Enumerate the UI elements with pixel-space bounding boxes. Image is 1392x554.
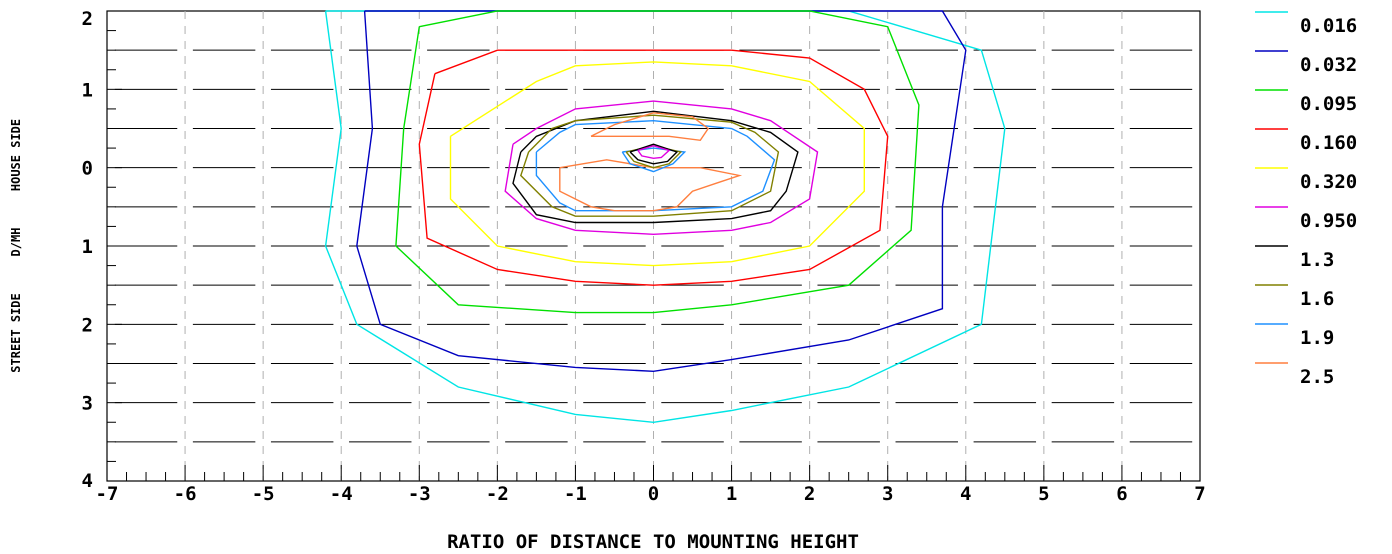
contour-line-1.3 — [629, 143, 679, 165]
x-axis: -7 -6 -5 -4 -3 -2 -1 0 1 2 3 4 5 6 7 — [96, 465, 1206, 505]
contour-layer — [324, 10, 1006, 424]
x-tick-label: 0 — [648, 483, 659, 505]
legend-label: 2.5 — [1300, 366, 1334, 388]
legend-label: 0.032 — [1300, 54, 1357, 76]
y-tick-label: 1 — [82, 236, 93, 258]
y-tick-label: 1 — [82, 79, 93, 101]
x-tick-label: 3 — [882, 483, 893, 505]
x-tick-label: -3 — [408, 483, 431, 505]
contour-line-0.032 — [356, 10, 967, 373]
x-tick-label: -5 — [252, 483, 275, 505]
y-axis-label-street: STREET SIDE — [9, 293, 23, 372]
legend-label: 1.3 — [1300, 249, 1334, 271]
legend-label: 0.016 — [1300, 15, 1357, 37]
x-tick-label: 4 — [960, 483, 971, 505]
x-tick-label: 6 — [1116, 483, 1127, 505]
legend-label: 0.095 — [1300, 93, 1357, 115]
contour-line-0.160 — [418, 49, 889, 286]
contour-line-0.320 — [449, 61, 865, 267]
y-tick-label: 0 — [82, 158, 93, 180]
contour-line-0.950 — [637, 144, 671, 160]
x-tick-label: 1 — [726, 483, 737, 505]
legend-label: 0.950 — [1300, 210, 1357, 232]
x-tick-label: -1 — [564, 483, 587, 505]
legend: 0.016 0.032 0.095 0.160 0.320 0.950 1.3 1.6 1.9 2… — [1255, 11, 1357, 388]
x-axis-label: RATIO OF DISTANCE TO MOUNTING HEIGHT — [447, 531, 859, 553]
grid-layer — [114, 11, 1193, 481]
y-axis-label-dmh: D/MH — [9, 228, 23, 257]
x-tick-label: 2 — [804, 483, 815, 505]
y-tick-label: 2 — [82, 8, 93, 30]
contour-line-1.3 — [512, 110, 799, 224]
x-tick-label: 7 — [1194, 483, 1205, 505]
legend-label: 1.9 — [1300, 327, 1334, 349]
contour-line-1.9 — [535, 119, 776, 212]
contour-line-1.9 — [621, 147, 687, 173]
y-tick-label: 4 — [82, 470, 93, 492]
contour-line-1.6 — [519, 114, 780, 217]
y-axis: 2 1 0 1 2 3 4 — [82, 8, 122, 492]
x-tick-label: -7 — [96, 483, 119, 505]
x-tick-label: 5 — [1038, 483, 1049, 505]
y-tick-label: 2 — [82, 314, 93, 336]
contour-line-0.095 — [395, 10, 920, 314]
y-axis-label-house: HOUSE SIDE — [9, 119, 23, 191]
y-tick-label: 3 — [82, 393, 93, 415]
contour-line-0.016 — [324, 10, 1006, 424]
legend-label: 0.160 — [1300, 132, 1357, 154]
x-tick-label: -2 — [486, 483, 509, 505]
contour-line-0.950 — [504, 100, 819, 236]
legend-label: 0.320 — [1300, 171, 1357, 193]
contour-line-2.5 — [590, 112, 710, 142]
x-tick-label: -4 — [330, 483, 353, 505]
x-tick-label: -6 — [174, 483, 197, 505]
legend-label: 1.6 — [1300, 288, 1334, 310]
